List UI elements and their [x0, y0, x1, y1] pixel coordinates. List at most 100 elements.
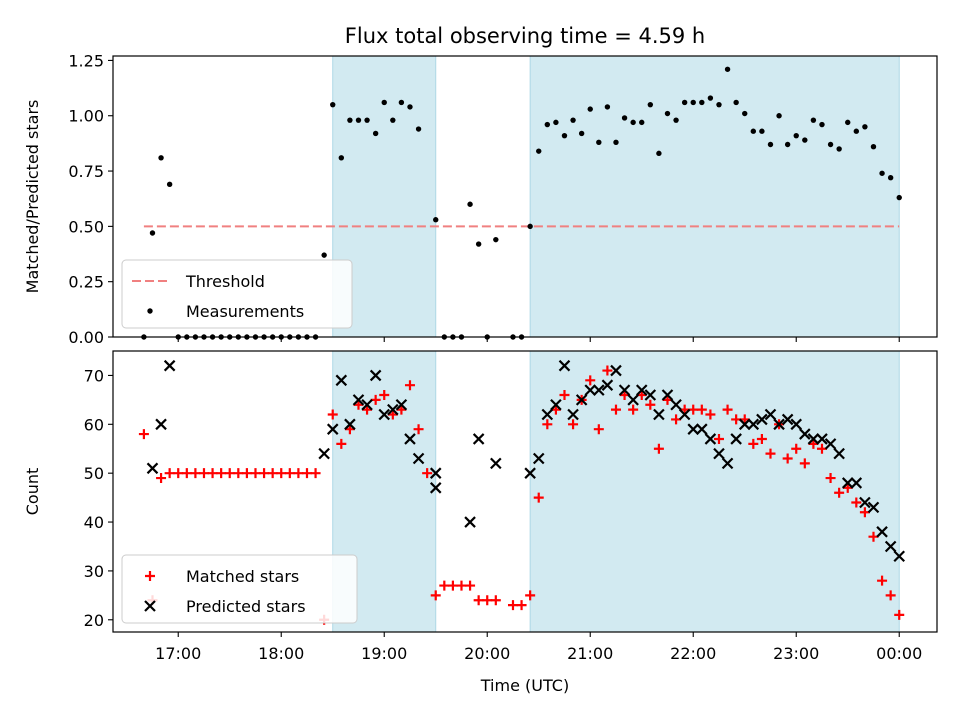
measurement-point [827, 141, 834, 148]
predicted-stars-point [859, 496, 871, 509]
y-tick-label: 40 [84, 513, 104, 532]
predicted-stars-point [378, 408, 391, 421]
predicted-stars-point [635, 384, 648, 396]
predicted-stars-point [472, 433, 485, 445]
measurement-point [475, 241, 482, 247]
predicted-stars-point [369, 369, 382, 382]
matched-stars-point [241, 468, 252, 479]
predicted-stars-point [876, 526, 888, 538]
axes-frame [112, 350, 938, 633]
predicted-stars-point [610, 364, 622, 377]
legend-label: Predicted stars [186, 597, 306, 616]
predicted-stars-point [747, 418, 760, 431]
predicted-stars-point [670, 398, 682, 411]
predicted-stars-point [713, 447, 725, 460]
predicted-stars-point [799, 428, 811, 440]
measurement-point [802, 137, 808, 143]
predicted-stars-point [730, 433, 742, 445]
measurement-point [853, 128, 860, 134]
matched-stars-point [224, 468, 235, 479]
measurement-point [664, 110, 671, 117]
y-tick-label: 1.00 [68, 107, 104, 126]
measurement-point [836, 146, 842, 152]
predicted-stars-point [318, 447, 330, 460]
matched-stars-point [851, 497, 862, 508]
predicted-stars-point [601, 379, 614, 391]
y-tick-label: 30 [84, 562, 104, 581]
matched-stars-point [525, 590, 536, 601]
matched-stars-point [379, 389, 390, 400]
measurement-point [544, 121, 551, 128]
predicted-stars-point [618, 384, 631, 396]
measurement-point [707, 95, 714, 101]
x-tick-label: 19:00 [361, 644, 407, 663]
y-tick-label: 20 [84, 611, 104, 630]
measurement-point [742, 110, 748, 117]
predicted-stars-point [335, 374, 348, 387]
predicted-stars-point [627, 394, 639, 406]
measurement-point [158, 155, 164, 161]
predicted-stars-point [756, 413, 768, 426]
predicted-stars-point [361, 398, 373, 411]
matched-stars-point [181, 468, 192, 479]
predicted-stars-point [790, 418, 803, 431]
matched-stars-point [284, 468, 295, 479]
measurement-point [561, 132, 568, 139]
measurement-point [639, 119, 645, 126]
matched-stars-point [259, 468, 270, 479]
predicted-stars-point [764, 408, 777, 421]
measurement-point [372, 130, 379, 137]
x-tick-label: 21:00 [567, 644, 613, 663]
matched-stars-point [894, 609, 905, 620]
matched-stars-point [559, 389, 570, 400]
predicted-stars-point [464, 516, 476, 528]
predicted-stars-point [490, 457, 502, 470]
predicted-stars-point [824, 438, 837, 450]
predicted-stars-point [524, 467, 536, 479]
matched-stars-point [696, 404, 707, 415]
measurement-point [759, 128, 765, 134]
matched-stars-point [748, 438, 759, 449]
y-tick-label: 60 [84, 415, 104, 434]
matched-stars-point [516, 600, 527, 611]
predicted-stars-point [687, 423, 700, 435]
predicted-stars-point [884, 540, 897, 553]
y-tick-label: 0.25 [68, 273, 104, 292]
matched-stars-point [164, 468, 175, 479]
predicted-stars-point [395, 398, 408, 411]
measurement-point [896, 194, 902, 201]
predicted-stars-point [893, 550, 906, 563]
matched-stars-point [370, 394, 381, 405]
measurement-point [381, 99, 387, 106]
predicted-stars-point [644, 389, 657, 401]
measurement-point [810, 117, 817, 123]
matched-stars-point [233, 468, 244, 479]
measurement-point [613, 139, 619, 145]
predicted-stars-point [155, 418, 167, 431]
measurement-point [433, 217, 439, 223]
matched-stars-point [877, 575, 888, 586]
measurement-point [321, 252, 327, 258]
measurement-point [690, 99, 696, 106]
x-tick-label: 00:00 [876, 644, 922, 663]
measurement-point [733, 99, 739, 106]
predicted-stars-point [404, 433, 416, 445]
measurement-point [621, 115, 628, 121]
matched-stars-point [301, 468, 312, 479]
matched-stars-point [473, 595, 484, 606]
predicted-stars-point [387, 403, 399, 416]
matched-stars-point [756, 433, 767, 444]
matched-stars-point [156, 473, 167, 484]
y-tick-label: 0.00 [68, 328, 104, 347]
matched-stars-point [825, 473, 836, 484]
y-tick-label: 0.75 [68, 162, 104, 181]
legend-box [121, 554, 358, 624]
matched-stars-point [138, 429, 149, 440]
measurement-point [527, 223, 533, 230]
measurement-point [604, 104, 611, 110]
matched-stars-point [791, 443, 802, 454]
matched-stars-point [336, 438, 347, 449]
measurement-point [493, 236, 499, 243]
measurement-point [681, 99, 688, 106]
predicted-stars-point [352, 394, 365, 406]
